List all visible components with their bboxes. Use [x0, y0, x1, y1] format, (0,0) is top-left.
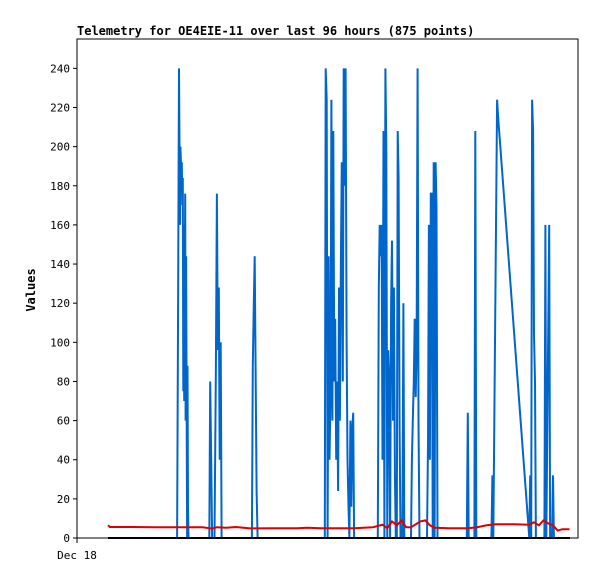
y-axis: 0 20 40 60 80 100 120 140 160 180 200 220 240 — [50, 62, 77, 545]
y-tick-label: 160 — [50, 219, 70, 232]
y-tick-label: 100 — [50, 336, 70, 349]
y-axis-label: Values — [24, 268, 38, 311]
y-tick-label: 120 — [50, 297, 70, 310]
y-tick-label: 200 — [50, 141, 70, 154]
x-tick-label: Dec 18 — [57, 549, 97, 562]
y-tick-label: 180 — [50, 180, 70, 193]
y-tick-label: 0 — [63, 532, 70, 545]
y-tick-label: 20 — [57, 493, 70, 506]
x-axis: Dec 18 — [57, 538, 97, 562]
y-tick-label: 40 — [57, 454, 70, 467]
y-tick-label: 220 — [50, 101, 70, 114]
y-tick-label: 140 — [50, 258, 70, 271]
series-line-1 — [176, 68, 555, 539]
y-tick-label: 60 — [57, 415, 70, 428]
y-tick-label: 240 — [50, 62, 70, 75]
series-line-2 — [107, 518, 570, 532]
chart-title: Telemetry for OE4EIE-11 over last 96 hou… — [77, 24, 474, 38]
series-layer — [107, 68, 570, 539]
y-tick-label: 80 — [57, 375, 70, 388]
